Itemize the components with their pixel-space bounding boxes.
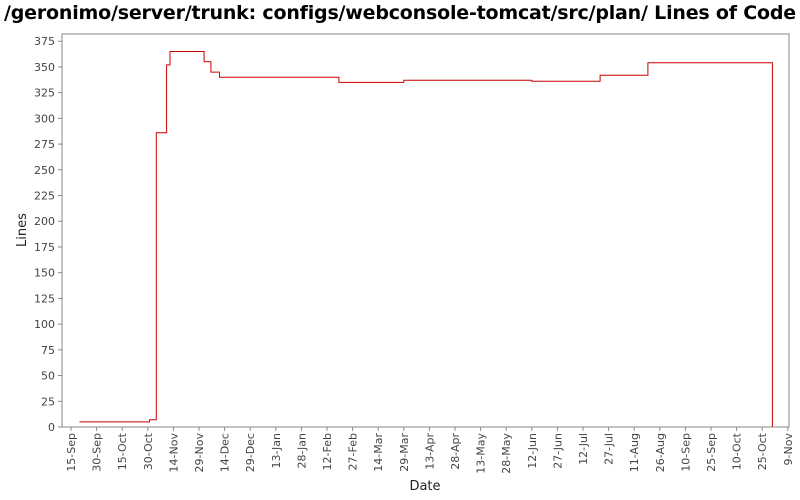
chart-title: /geronimo/server/trunk: configs/webconso… [4, 2, 796, 24]
series-layer [79, 51, 773, 427]
x-tick-label: 12-Feb [321, 433, 334, 470]
x-tick-label: 26-Aug [654, 433, 667, 472]
y-tick-label: 300 [34, 112, 55, 125]
x-tick-label: 13-Jan [270, 433, 283, 469]
plot-area [61, 33, 790, 428]
x-axis: 15-Sep 30-Sep 15-Oct 30-Oct 14-Nov 29-Nov 14-D… [65, 427, 795, 474]
y-tick-label: 225 [34, 190, 55, 203]
x-tick-label: 14-Dec [219, 433, 232, 472]
y-axis-label: Lines [15, 213, 30, 247]
y-tick-label: 25 [41, 395, 55, 408]
x-tick-label: 10-Oct [731, 432, 744, 470]
y-tick-label: 50 [41, 370, 55, 383]
y-tick-label: 150 [34, 267, 55, 280]
y-tick-label: 175 [34, 241, 55, 254]
x-tick-label: 29-Mar [398, 433, 411, 472]
y-tick-label: 100 [34, 318, 55, 331]
x-tick-label: 28-Apr [449, 433, 462, 470]
x-tick-label: 27-Feb [347, 433, 360, 470]
x-tick-label: 9-Nov [782, 433, 795, 466]
x-tick-label: 12-Jul [577, 433, 590, 465]
y-tick-label: 350 [34, 61, 55, 74]
x-tick-label: 10-Sep [679, 433, 692, 472]
x-tick-label: 14-Mar [372, 433, 385, 472]
x-tick-label: 29-Dec [244, 433, 257, 472]
x-tick-label: 14-Nov [167, 433, 180, 473]
x-tick-label: 11-Aug [628, 433, 641, 472]
series-line [79, 51, 773, 427]
y-tick-label: 75 [41, 344, 55, 357]
x-tick-label: 28-Jan [295, 433, 308, 469]
y-tick-label: 375 [34, 35, 55, 48]
x-tick-label: 15-Sep [65, 433, 78, 472]
y-tick-label: 325 [34, 87, 55, 100]
x-tick-label: 27-Jun [551, 433, 564, 469]
x-tick-label: 25-Sep [705, 433, 718, 472]
x-tick-label: 30-Oct [142, 432, 155, 470]
y-tick-label: 125 [34, 292, 55, 305]
y-tick-label: 0 [48, 421, 55, 434]
x-tick-label: 15-Oct [116, 432, 129, 470]
x-tick-label: 27-Jul [603, 433, 616, 465]
x-tick-label: 29-Nov [193, 433, 206, 473]
x-tick-label: 25-Oct [756, 432, 769, 470]
y-tick-label: 275 [34, 138, 55, 151]
x-tick-label: 30-Sep [91, 433, 104, 472]
y-axis: 0 25 50 75 100 125 150 175 200 225 250 275 300 325 350… [34, 35, 62, 434]
y-tick-label: 250 [34, 164, 55, 177]
x-tick-label: 13-Apr [423, 433, 436, 470]
x-axis-label: Date [409, 479, 440, 494]
y-tick-label: 200 [34, 215, 55, 228]
x-tick-label: 12-Jun [526, 433, 539, 469]
x-tick-label: 28-May [500, 433, 513, 474]
x-tick-label: 13-May [475, 433, 488, 474]
